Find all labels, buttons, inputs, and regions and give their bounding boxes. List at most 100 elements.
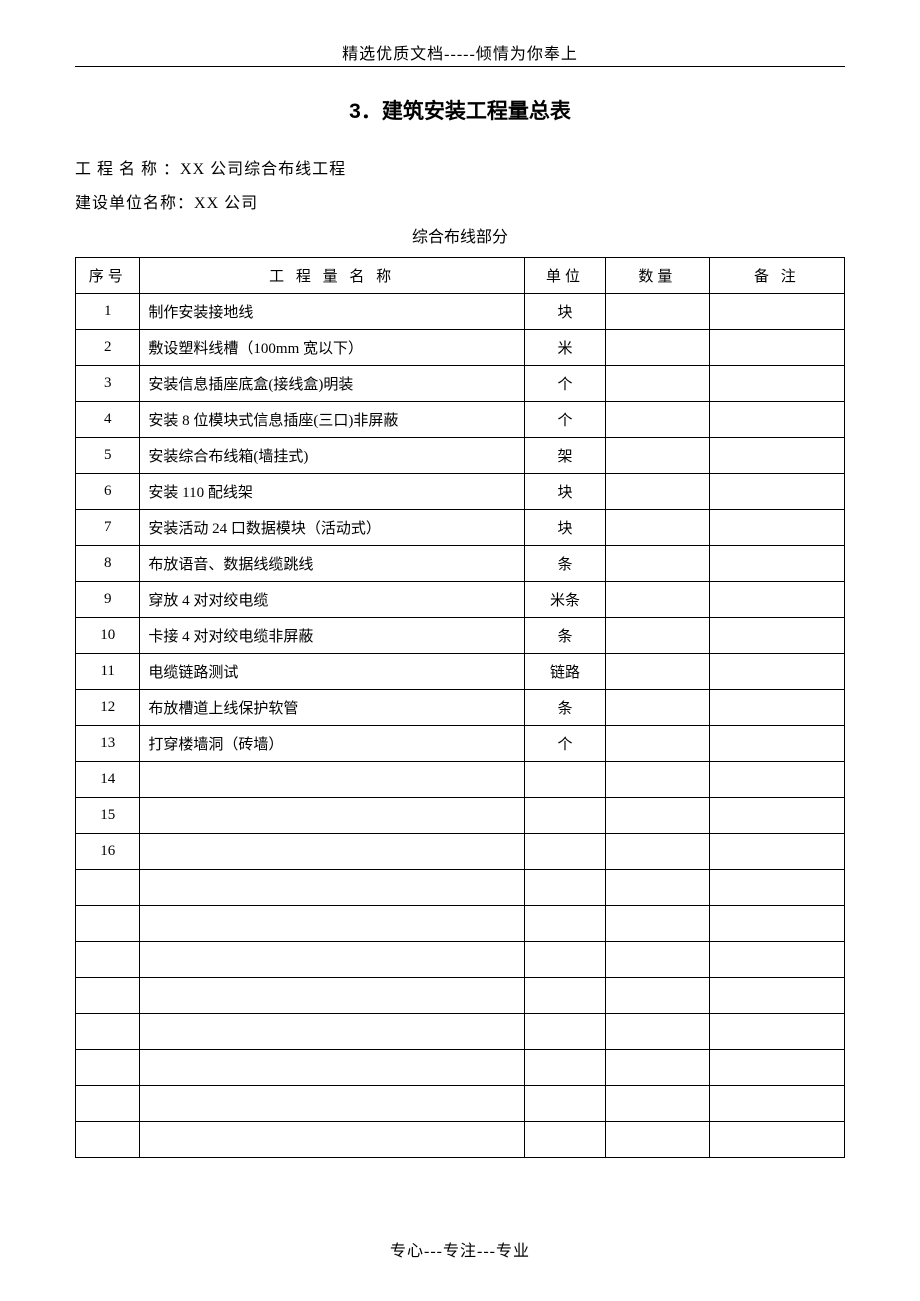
table-row <box>76 1050 845 1086</box>
construction-unit-line: 建设单位名称：XX 公司 <box>75 189 845 213</box>
table-row: 10卡接 4 对对绞电缆非屏蔽条 <box>76 618 845 654</box>
cell-unit: 个 <box>524 366 605 402</box>
table-row <box>76 1122 845 1158</box>
cell-note <box>709 906 844 942</box>
cell-name <box>140 1086 525 1122</box>
cell-name: 安装 8 位模块式信息插座(三口)非屏蔽 <box>140 402 525 438</box>
cell-unit <box>524 906 605 942</box>
cell-note <box>709 1014 844 1050</box>
cell-note <box>709 870 844 906</box>
cell-qty <box>605 510 709 546</box>
cell-seq: 8 <box>76 546 140 582</box>
cell-seq <box>76 1050 140 1086</box>
cell-unit: 个 <box>524 402 605 438</box>
cell-unit <box>524 762 605 798</box>
cell-seq: 9 <box>76 582 140 618</box>
cell-unit <box>524 942 605 978</box>
col-header-name: 工 程 量 名 称 <box>140 258 525 294</box>
cell-unit: 条 <box>524 618 605 654</box>
cell-qty <box>605 618 709 654</box>
cell-unit: 块 <box>524 510 605 546</box>
cell-qty <box>605 546 709 582</box>
table-row <box>76 942 845 978</box>
cell-seq <box>76 1086 140 1122</box>
cell-seq: 1 <box>76 294 140 330</box>
cell-qty <box>605 834 709 870</box>
cell-note <box>709 366 844 402</box>
cell-note <box>709 1050 844 1086</box>
cell-name: 打穿楼墙洞（砖墙） <box>140 726 525 762</box>
cell-name <box>140 906 525 942</box>
cell-qty <box>605 402 709 438</box>
cell-note <box>709 618 844 654</box>
table-row: 1制作安装接地线块 <box>76 294 845 330</box>
col-header-qty: 数量 <box>605 258 709 294</box>
cell-note <box>709 294 844 330</box>
cell-seq <box>76 978 140 1014</box>
table-row: 6安装 110 配线架块 <box>76 474 845 510</box>
cell-seq: 10 <box>76 618 140 654</box>
cell-unit <box>524 1050 605 1086</box>
cell-name: 制作安装接地线 <box>140 294 525 330</box>
cell-note <box>709 510 844 546</box>
table-row <box>76 906 845 942</box>
cell-qty <box>605 294 709 330</box>
cell-name <box>140 798 525 834</box>
table-row <box>76 1086 845 1122</box>
cell-qty <box>605 870 709 906</box>
cell-seq: 15 <box>76 798 140 834</box>
table-row: 9穿放 4 对对绞电缆米条 <box>76 582 845 618</box>
cell-qty <box>605 654 709 690</box>
cell-seq: 6 <box>76 474 140 510</box>
table-row: 3安装信息插座底盒(接线盒)明装个 <box>76 366 845 402</box>
col-header-note: 备 注 <box>709 258 844 294</box>
cell-seq: 16 <box>76 834 140 870</box>
col-header-unit: 单位 <box>524 258 605 294</box>
table-row: 7安装活动 24 口数据模块（活动式）块 <box>76 510 845 546</box>
cell-seq: 11 <box>76 654 140 690</box>
cell-note <box>709 330 844 366</box>
cell-seq: 12 <box>76 690 140 726</box>
cell-qty <box>605 726 709 762</box>
cell-note <box>709 402 844 438</box>
project-name-label: 工 程 名 称 ： <box>75 161 180 178</box>
header-underline <box>75 66 845 67</box>
cell-seq <box>76 942 140 978</box>
cell-qty <box>605 978 709 1014</box>
cell-unit <box>524 1014 605 1050</box>
cell-seq: 5 <box>76 438 140 474</box>
project-name-value: XX 公司综合布线工程 <box>180 161 346 178</box>
cell-name <box>140 870 525 906</box>
cell-name <box>140 1050 525 1086</box>
table-row: 4安装 8 位模块式信息插座(三口)非屏蔽个 <box>76 402 845 438</box>
cell-note <box>709 942 844 978</box>
cell-name: 卡接 4 对对绞电缆非屏蔽 <box>140 618 525 654</box>
cell-note <box>709 1122 844 1158</box>
cell-note <box>709 438 844 474</box>
cell-name: 安装 110 配线架 <box>140 474 525 510</box>
cell-unit: 米条 <box>524 582 605 618</box>
quantity-table: 序号 工 程 量 名 称 单位 数量 备 注 1制作安装接地线块2敷设塑料线槽（… <box>75 257 845 1158</box>
cell-note <box>709 474 844 510</box>
table-row: 11电缆链路测试链路 <box>76 654 845 690</box>
table-body: 1制作安装接地线块2敷设塑料线槽（100mm 宽以下）米3安装信息插座底盒(接线… <box>76 294 845 1158</box>
table-row <box>76 870 845 906</box>
cell-name <box>140 1122 525 1158</box>
cell-unit: 块 <box>524 474 605 510</box>
cell-seq: 14 <box>76 762 140 798</box>
cell-qty <box>605 690 709 726</box>
table-row: 5安装综合布线箱(墙挂式)架 <box>76 438 845 474</box>
cell-qty <box>605 366 709 402</box>
cell-name: 敷设塑料线槽（100mm 宽以下） <box>140 330 525 366</box>
cell-note <box>709 834 844 870</box>
section-title: 综合布线部分 <box>75 223 845 247</box>
cell-qty <box>605 762 709 798</box>
cell-qty <box>605 438 709 474</box>
cell-unit: 条 <box>524 546 605 582</box>
cell-qty <box>605 1050 709 1086</box>
cell-seq <box>76 1122 140 1158</box>
table-row: 15 <box>76 798 845 834</box>
construction-unit-value: XX 公司 <box>194 195 258 212</box>
cell-name <box>140 978 525 1014</box>
cell-unit <box>524 834 605 870</box>
